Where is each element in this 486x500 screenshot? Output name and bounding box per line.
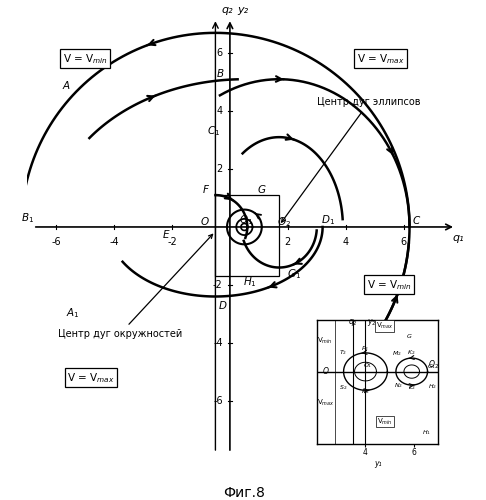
Text: 2: 2 [216, 164, 223, 174]
Text: V = V$_{min}$: V = V$_{min}$ [63, 52, 107, 66]
Text: D: D [219, 301, 226, 311]
Text: -4: -4 [213, 338, 223, 348]
Text: B: B [217, 69, 224, 79]
Text: 4: 4 [217, 106, 223, 116]
Text: E: E [162, 230, 169, 240]
Text: O$_1$: O$_1$ [239, 214, 253, 228]
Text: 6: 6 [217, 48, 223, 58]
Text: -6: -6 [51, 237, 61, 247]
Text: y₂: y₂ [237, 4, 248, 15]
Bar [215, 195, 279, 276]
Text: H$_1$: H$_1$ [243, 276, 257, 289]
Text: V = V$_{min}$: V = V$_{min}$ [367, 278, 412, 292]
Text: 2: 2 [285, 237, 291, 247]
Text: V = V$_{max}$: V = V$_{max}$ [67, 370, 115, 384]
Text: -6: -6 [213, 396, 223, 406]
Text: V = V$_{max}$: V = V$_{max}$ [357, 52, 404, 66]
Text: G$_1$: G$_1$ [287, 267, 301, 281]
Text: O$_2$: O$_2$ [278, 215, 292, 228]
Text: C: C [412, 216, 419, 226]
Text: G: G [257, 185, 265, 195]
Text: O: O [200, 217, 208, 227]
Text: A: A [63, 82, 70, 92]
Text: Фиг.8: Фиг.8 [224, 486, 265, 500]
Text: -2: -2 [167, 237, 177, 247]
Text: C$_1$: C$_1$ [208, 124, 221, 138]
Text: B$_1$: B$_1$ [21, 211, 35, 224]
Text: D$_1$: D$_1$ [321, 214, 335, 228]
Text: -4: -4 [109, 237, 119, 247]
Text: q₁: q₁ [453, 234, 465, 243]
Text: 6: 6 [400, 237, 407, 247]
Text: Центр дуг окружностей: Центр дуг окружностей [58, 234, 212, 339]
Text: 4: 4 [343, 237, 349, 247]
Text: q₂: q₂ [221, 4, 233, 15]
Text: -2: -2 [213, 280, 223, 290]
Text: Центр дуг эллипсов: Центр дуг эллипсов [281, 98, 421, 222]
Text: A$_1$: A$_1$ [66, 306, 80, 320]
Text: F: F [202, 185, 208, 195]
